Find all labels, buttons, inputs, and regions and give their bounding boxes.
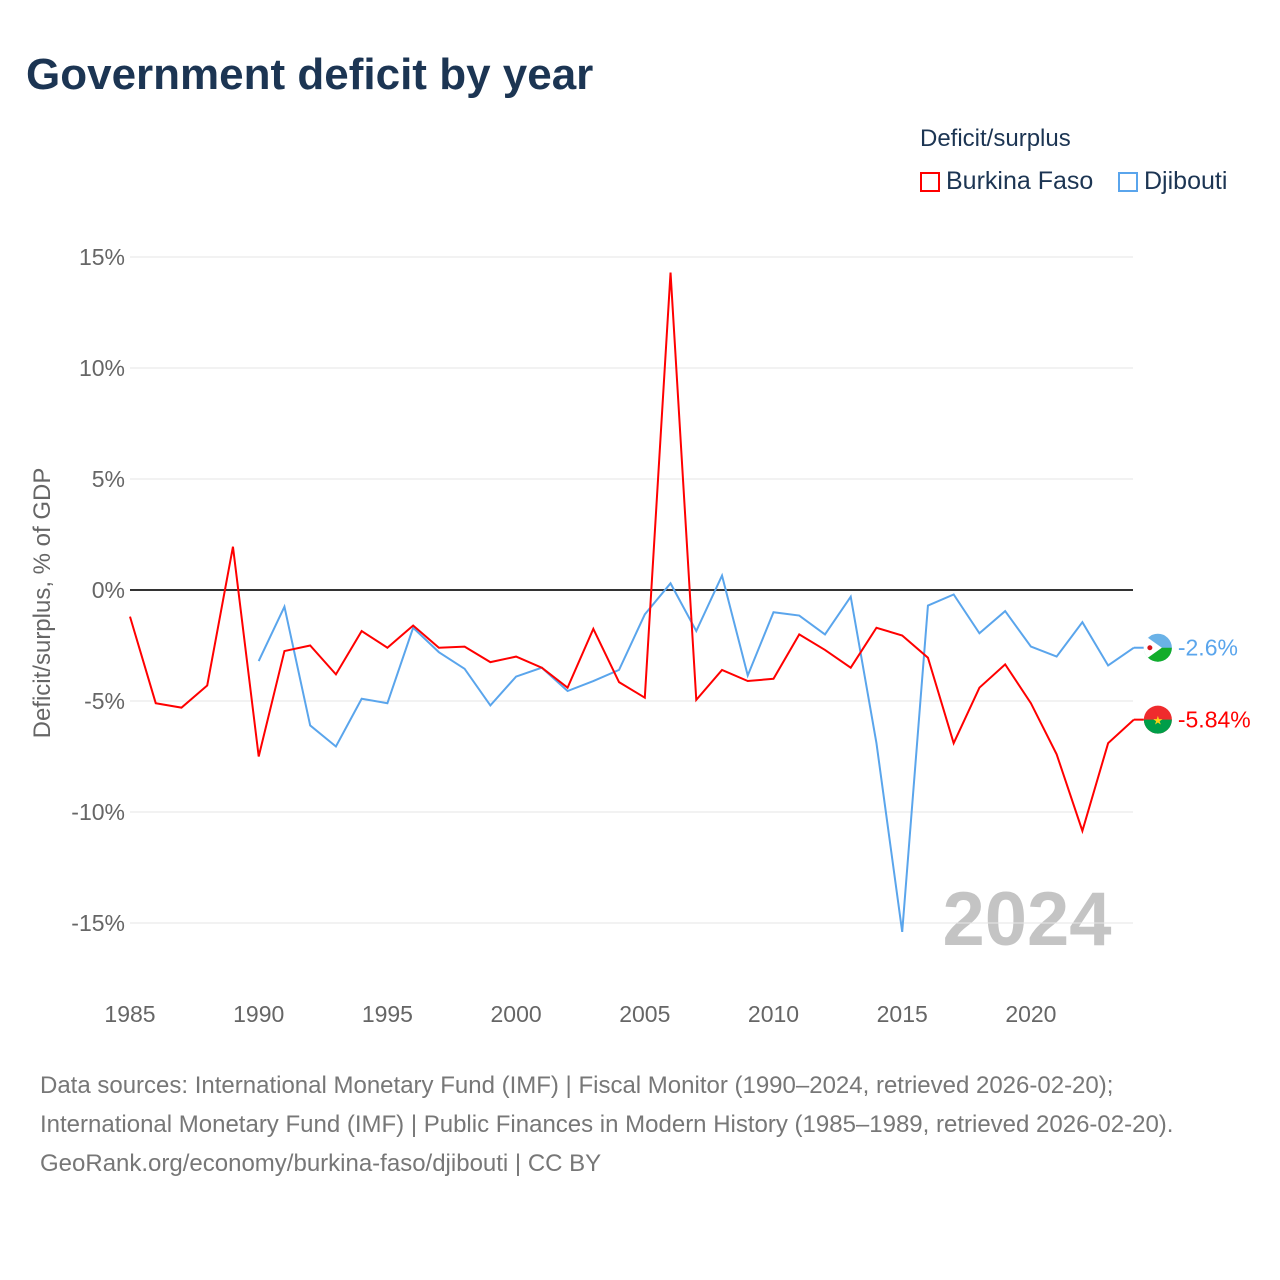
attribution-link[interactable]: GeoRank.org/economy/burkina-faso/djibout… (40, 1150, 602, 1177)
x-tick-label: 1990 (233, 1001, 284, 1027)
y-tick-label: -10% (71, 799, 125, 825)
legend-title: Deficit/surplus (920, 125, 1071, 152)
chart-title: Government deficit by year (26, 50, 594, 99)
x-tick-label: 2020 (1005, 1001, 1056, 1027)
y-tick-label: -15% (71, 910, 125, 936)
legend-swatch (1118, 171, 1138, 192)
flag-part (1143, 637, 1162, 658)
y-tick-label: 0% (92, 577, 125, 603)
series-line-burkina-faso (129, 272, 1135, 835)
year-watermark: 2024 (942, 877, 1111, 962)
flag-djibouti-icon (1143, 633, 1172, 662)
y-axis-label: Deficit/surplus, % of GDP (29, 468, 56, 739)
x-tick-label: 1995 (362, 1001, 413, 1027)
y-tick-label: -5% (84, 688, 125, 714)
x-tick-label: 2005 (619, 1001, 670, 1027)
legend-item-burkina-faso[interactable]: Burkina Faso (920, 167, 1093, 196)
line-chart: 2024 15% 10% 5% 0% -5% -10% -15% 1985 1990 1995 20… (29, 244, 1251, 1027)
legend-swatch (920, 171, 940, 192)
x-tick-label: 1985 (104, 1001, 155, 1027)
legend-label: Djibouti (1144, 167, 1228, 195)
flag-star: ★ (1152, 714, 1163, 728)
x-tick-label: 2010 (748, 1001, 799, 1027)
data-sources: Data sources: International Monetary Fun… (40, 1072, 1174, 1138)
y-tick-label: 15% (79, 244, 125, 270)
legend-label: Burkina Faso (946, 167, 1094, 195)
flag-burkina-faso-icon: ★ (1143, 705, 1172, 734)
x-tick-label: 2015 (877, 1001, 928, 1027)
end-value-label: -2.6% (1178, 635, 1238, 661)
series-line-djibouti (257, 572, 1135, 933)
end-value-label: -5.84% (1178, 707, 1251, 733)
flag-star (1147, 645, 1153, 651)
flag-part (1143, 719, 1172, 734)
x-tick-label: 2000 (491, 1001, 542, 1027)
y-tick-label: 10% (79, 355, 125, 381)
source-note: Data sources: International Monetary Fun… (40, 1066, 1240, 1183)
legend-item-djibouti[interactable]: Djibouti (1118, 167, 1227, 196)
y-tick-label: 5% (92, 466, 125, 492)
